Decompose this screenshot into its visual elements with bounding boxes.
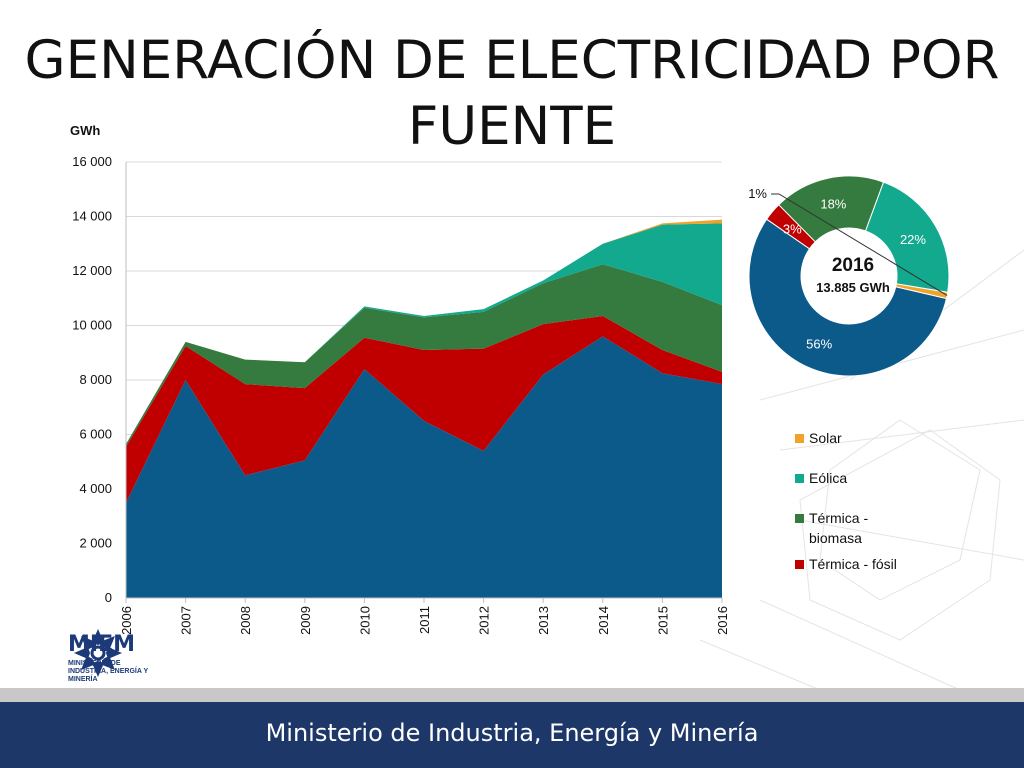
x-tick-label: 2010: [357, 606, 372, 635]
x-tick-label: 2006: [119, 606, 134, 635]
footer-bar: [0, 702, 1024, 768]
area-series-e-lica: [126, 223, 722, 445]
y-tick-label: 12 000: [72, 263, 112, 278]
donut-slice: [864, 181, 950, 293]
donut-center-total: 13.885 GWh: [816, 280, 890, 295]
legend-label: Térmica - biomasa: [809, 510, 869, 546]
y-tick-label: 16 000: [72, 154, 112, 169]
donut-slice: [895, 283, 949, 300]
chart-legend: Solar Eólica Térmica - biomasa Térmica -…: [795, 428, 945, 594]
x-tick-label: 2007: [179, 606, 194, 635]
donut-slice-label: 3%: [783, 221, 802, 236]
area-series-t-rmica-f-sil: [126, 315, 722, 503]
legend-swatch: [795, 474, 804, 483]
x-tick-label: 2011: [417, 606, 432, 634]
y-tick-label: 8 000: [79, 372, 112, 387]
legend-item-eolica: Eólica: [795, 468, 945, 488]
y-tick-label: 0: [105, 590, 112, 605]
legend-item-fosil: Térmica - fósil: [795, 554, 945, 574]
x-tick-label: 2016: [715, 606, 730, 635]
y-tick-label: 14 000: [72, 209, 112, 224]
donut-slice-label: 18%: [820, 197, 846, 212]
logo-wordmark: MIEM: [68, 632, 135, 657]
donut-slice-label: 22%: [900, 232, 926, 247]
miem-logo-icon: [74, 629, 122, 677]
y-tick-label: 4 000: [79, 481, 112, 496]
leader-line: [771, 193, 948, 296]
x-tick-label: 2009: [298, 606, 313, 635]
legend-label: Eólica: [809, 470, 848, 486]
legend-label: Solar: [809, 430, 842, 446]
legend-item-biomasa: Térmica - biomasa: [795, 508, 909, 548]
x-tick-label: 2012: [477, 606, 492, 635]
x-tick-label: 2008: [238, 606, 253, 635]
footer-text: Ministerio de Industria, Energía y Miner…: [265, 719, 759, 747]
y-tick-label: 2 000: [79, 536, 112, 551]
legend-swatch: [795, 514, 804, 523]
donut-center-year: 2016: [832, 255, 874, 276]
y-tick-label: 10 000: [72, 318, 112, 333]
donut-slice-label: 56%: [806, 337, 832, 352]
legend-label: Térmica - fósil: [809, 556, 897, 572]
footer-stripe: [0, 688, 1024, 702]
area-series-hidr-ulica: [126, 336, 722, 598]
y-axis-label: GWh: [70, 123, 100, 138]
x-tick-label: 2013: [536, 606, 551, 635]
donut-slice: [748, 218, 948, 377]
page-title: GENERACIÓN DE ELECTRICIDAD POR FUENTE: [24, 30, 1000, 157]
legend-item-solar: Solar: [795, 428, 945, 448]
y-tick-label: 6 000: [79, 427, 112, 442]
x-tick-label: 2014: [596, 606, 611, 635]
x-tick-label: 2015: [655, 606, 670, 635]
logo-subtitle: MINISTERIO DE INDUSTRIA, ENERGÍA Y MINER…: [68, 660, 148, 683]
legend-swatch: [795, 560, 804, 569]
donut-slices: 56% 3% 18% 22% 1%: [748, 175, 950, 377]
legend-swatch: [795, 434, 804, 443]
stacked-areas: [126, 219, 722, 598]
area-series-t-rmica-biomasa: [126, 264, 722, 447]
axes: 0 2 000 4 000 6 000 8 000 10 000 12 000 14 000 1…: [72, 154, 730, 635]
donut-slice-label: 1%: [748, 186, 767, 201]
